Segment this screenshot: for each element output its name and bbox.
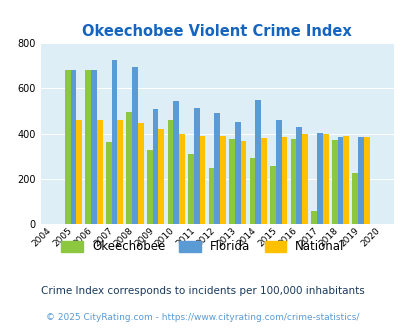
Title: Okeechobee Violent Crime Index: Okeechobee Violent Crime Index (82, 24, 351, 39)
Bar (188, 154, 193, 224)
Bar (76, 119, 82, 224)
Bar (234, 122, 240, 224)
Bar (85, 70, 91, 224)
Bar (316, 133, 322, 224)
Bar (357, 137, 363, 224)
Bar (70, 70, 76, 224)
Bar (179, 134, 184, 224)
Bar (167, 120, 173, 224)
Bar (152, 109, 158, 224)
Text: Crime Index corresponds to incidents per 100,000 inhabitants: Crime Index corresponds to incidents per… (41, 286, 364, 296)
Bar (91, 70, 97, 224)
Bar (290, 139, 296, 224)
Legend: Okeechobee, Florida, National: Okeechobee, Florida, National (56, 236, 349, 258)
Bar (126, 112, 132, 224)
Bar (269, 166, 275, 224)
Bar (337, 137, 343, 224)
Bar (296, 127, 301, 224)
Bar (255, 100, 260, 224)
Bar (65, 70, 70, 224)
Bar (208, 168, 214, 224)
Bar (106, 142, 111, 224)
Bar (275, 120, 281, 224)
Bar (173, 101, 179, 224)
Bar (158, 129, 164, 224)
Bar (214, 113, 220, 224)
Bar (147, 149, 152, 224)
Bar (117, 119, 123, 224)
Bar (352, 173, 357, 224)
Bar (301, 134, 307, 224)
Text: © 2025 CityRating.com - https://www.cityrating.com/crime-statistics/: © 2025 CityRating.com - https://www.city… (46, 313, 359, 322)
Bar (193, 108, 199, 224)
Bar (260, 138, 266, 224)
Bar (343, 136, 348, 224)
Bar (311, 211, 316, 224)
Bar (199, 136, 205, 224)
Bar (228, 139, 234, 224)
Bar (249, 158, 255, 224)
Bar (363, 137, 369, 224)
Bar (97, 119, 102, 224)
Bar (111, 60, 117, 224)
Bar (322, 134, 328, 224)
Bar (220, 136, 225, 224)
Bar (132, 67, 138, 224)
Bar (138, 123, 143, 224)
Bar (331, 141, 337, 224)
Bar (240, 141, 246, 224)
Bar (281, 137, 287, 224)
